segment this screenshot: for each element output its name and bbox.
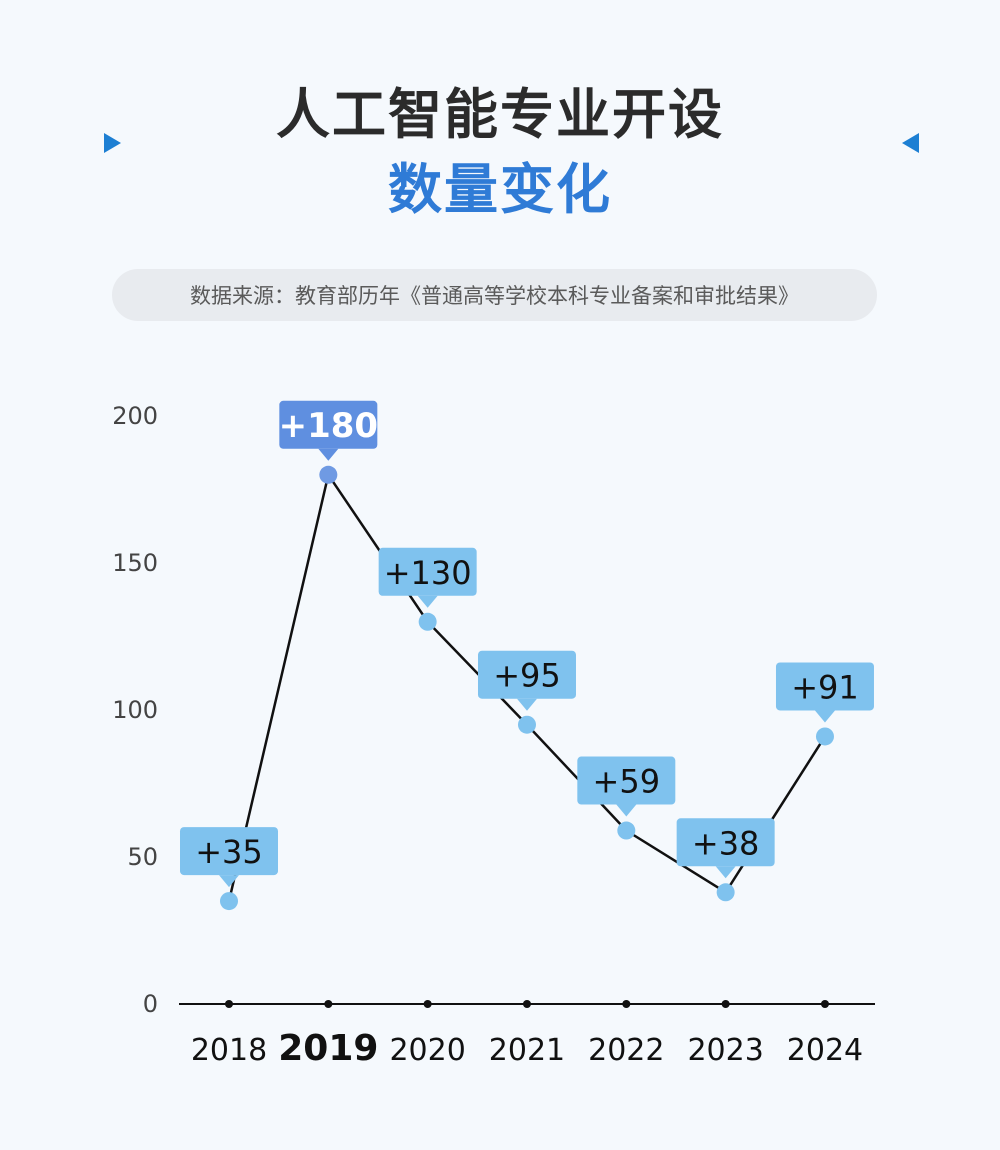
triangle-right-icon: [104, 133, 121, 153]
page-subtitle: 数量变化: [388, 158, 612, 221]
data-label: +38: [692, 824, 760, 862]
x-axis-tick-dot: [522, 1000, 531, 1008]
x-tick-label: 2020: [389, 1033, 465, 1068]
data-label-box: [577, 756, 676, 805]
data-label: +180: [279, 406, 378, 446]
y-tick-label: 150: [112, 549, 158, 577]
x-axis-tick-dot: [423, 1000, 432, 1008]
data-label-pointer: [616, 804, 637, 817]
x-tick-label: 2022: [588, 1033, 664, 1068]
x-tick-label: 2019: [278, 1028, 378, 1069]
data-label-box: [676, 818, 775, 867]
data-point: [220, 892, 238, 911]
data-point: [517, 715, 536, 734]
data-label-pointer: [318, 448, 339, 461]
data-point: [617, 821, 636, 840]
data-label: +91: [791, 668, 859, 706]
data-label-box: [180, 827, 278, 876]
data-point: [815, 727, 834, 746]
data-label-pointer: [814, 710, 835, 723]
source-note: 数据来源：教育部历年《普通高等学校本科专业备案和审批结果》: [112, 269, 877, 321]
data-point: [716, 883, 735, 902]
x-axis-tick-dot: [324, 1000, 333, 1008]
x-axis-tick-dot: [622, 1000, 631, 1008]
data-label: +95: [493, 657, 561, 695]
x-axis-tick-dot: [721, 1000, 730, 1008]
x-axis-tick-dot: [820, 1000, 829, 1008]
y-tick-label: 50: [127, 843, 158, 871]
x-tick-label: 2024: [787, 1033, 863, 1068]
triangle-left-icon: [902, 133, 919, 153]
data-label-box: [378, 547, 477, 596]
page-title: 人工智能专业开设: [276, 83, 724, 146]
x-tick-label: 2018: [191, 1033, 267, 1068]
data-label-pointer: [516, 698, 537, 711]
data-label-pointer: [417, 595, 438, 608]
x-tick-label: 2021: [489, 1033, 565, 1068]
data-label-pointer: [219, 875, 239, 888]
data-label-box: [477, 650, 576, 699]
data-label: +130: [384, 554, 472, 592]
y-tick-label: 100: [112, 696, 158, 724]
data-label: +35: [195, 833, 263, 871]
data-point: [319, 465, 338, 484]
data-label-pointer: [715, 866, 736, 879]
data-label-box: [775, 662, 874, 711]
x-axis-tick-dot: [225, 1000, 233, 1008]
data-label: +59: [593, 763, 661, 801]
data-label-box: [279, 400, 378, 449]
y-tick-label: 0: [143, 990, 158, 1018]
data-point: [418, 612, 437, 631]
x-tick-label: 2023: [687, 1033, 763, 1068]
y-tick-label: 200: [112, 402, 158, 430]
